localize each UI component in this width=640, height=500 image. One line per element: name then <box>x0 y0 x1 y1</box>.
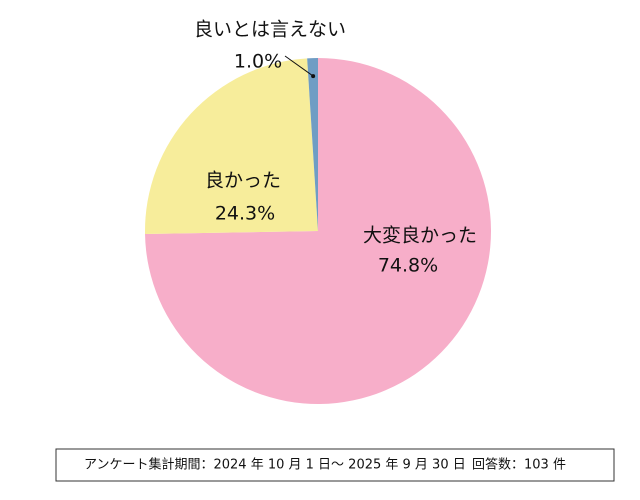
leader-dot <box>311 74 316 79</box>
pie-slice <box>145 58 318 234</box>
slice-value: 1.0% <box>234 51 282 73</box>
slice-label: 良かった <box>205 170 281 192</box>
pie-slice <box>307 58 318 231</box>
slice-value: 24.3% <box>215 203 275 225</box>
pie-slice <box>145 58 492 404</box>
leader-line <box>284 55 314 77</box>
footer-responses: 回答数：103 件 <box>472 457 566 473</box>
slice-label: 大変良かった <box>363 225 477 247</box>
footer-box <box>55 448 615 482</box>
slice-label: 良いとは言えない <box>194 19 346 41</box>
slice-value: 74.8% <box>378 255 438 277</box>
footer-period: アンケート集計期間：2024 年 10 月 1 日～ 2025 年 9 月 30… <box>84 457 466 473</box>
